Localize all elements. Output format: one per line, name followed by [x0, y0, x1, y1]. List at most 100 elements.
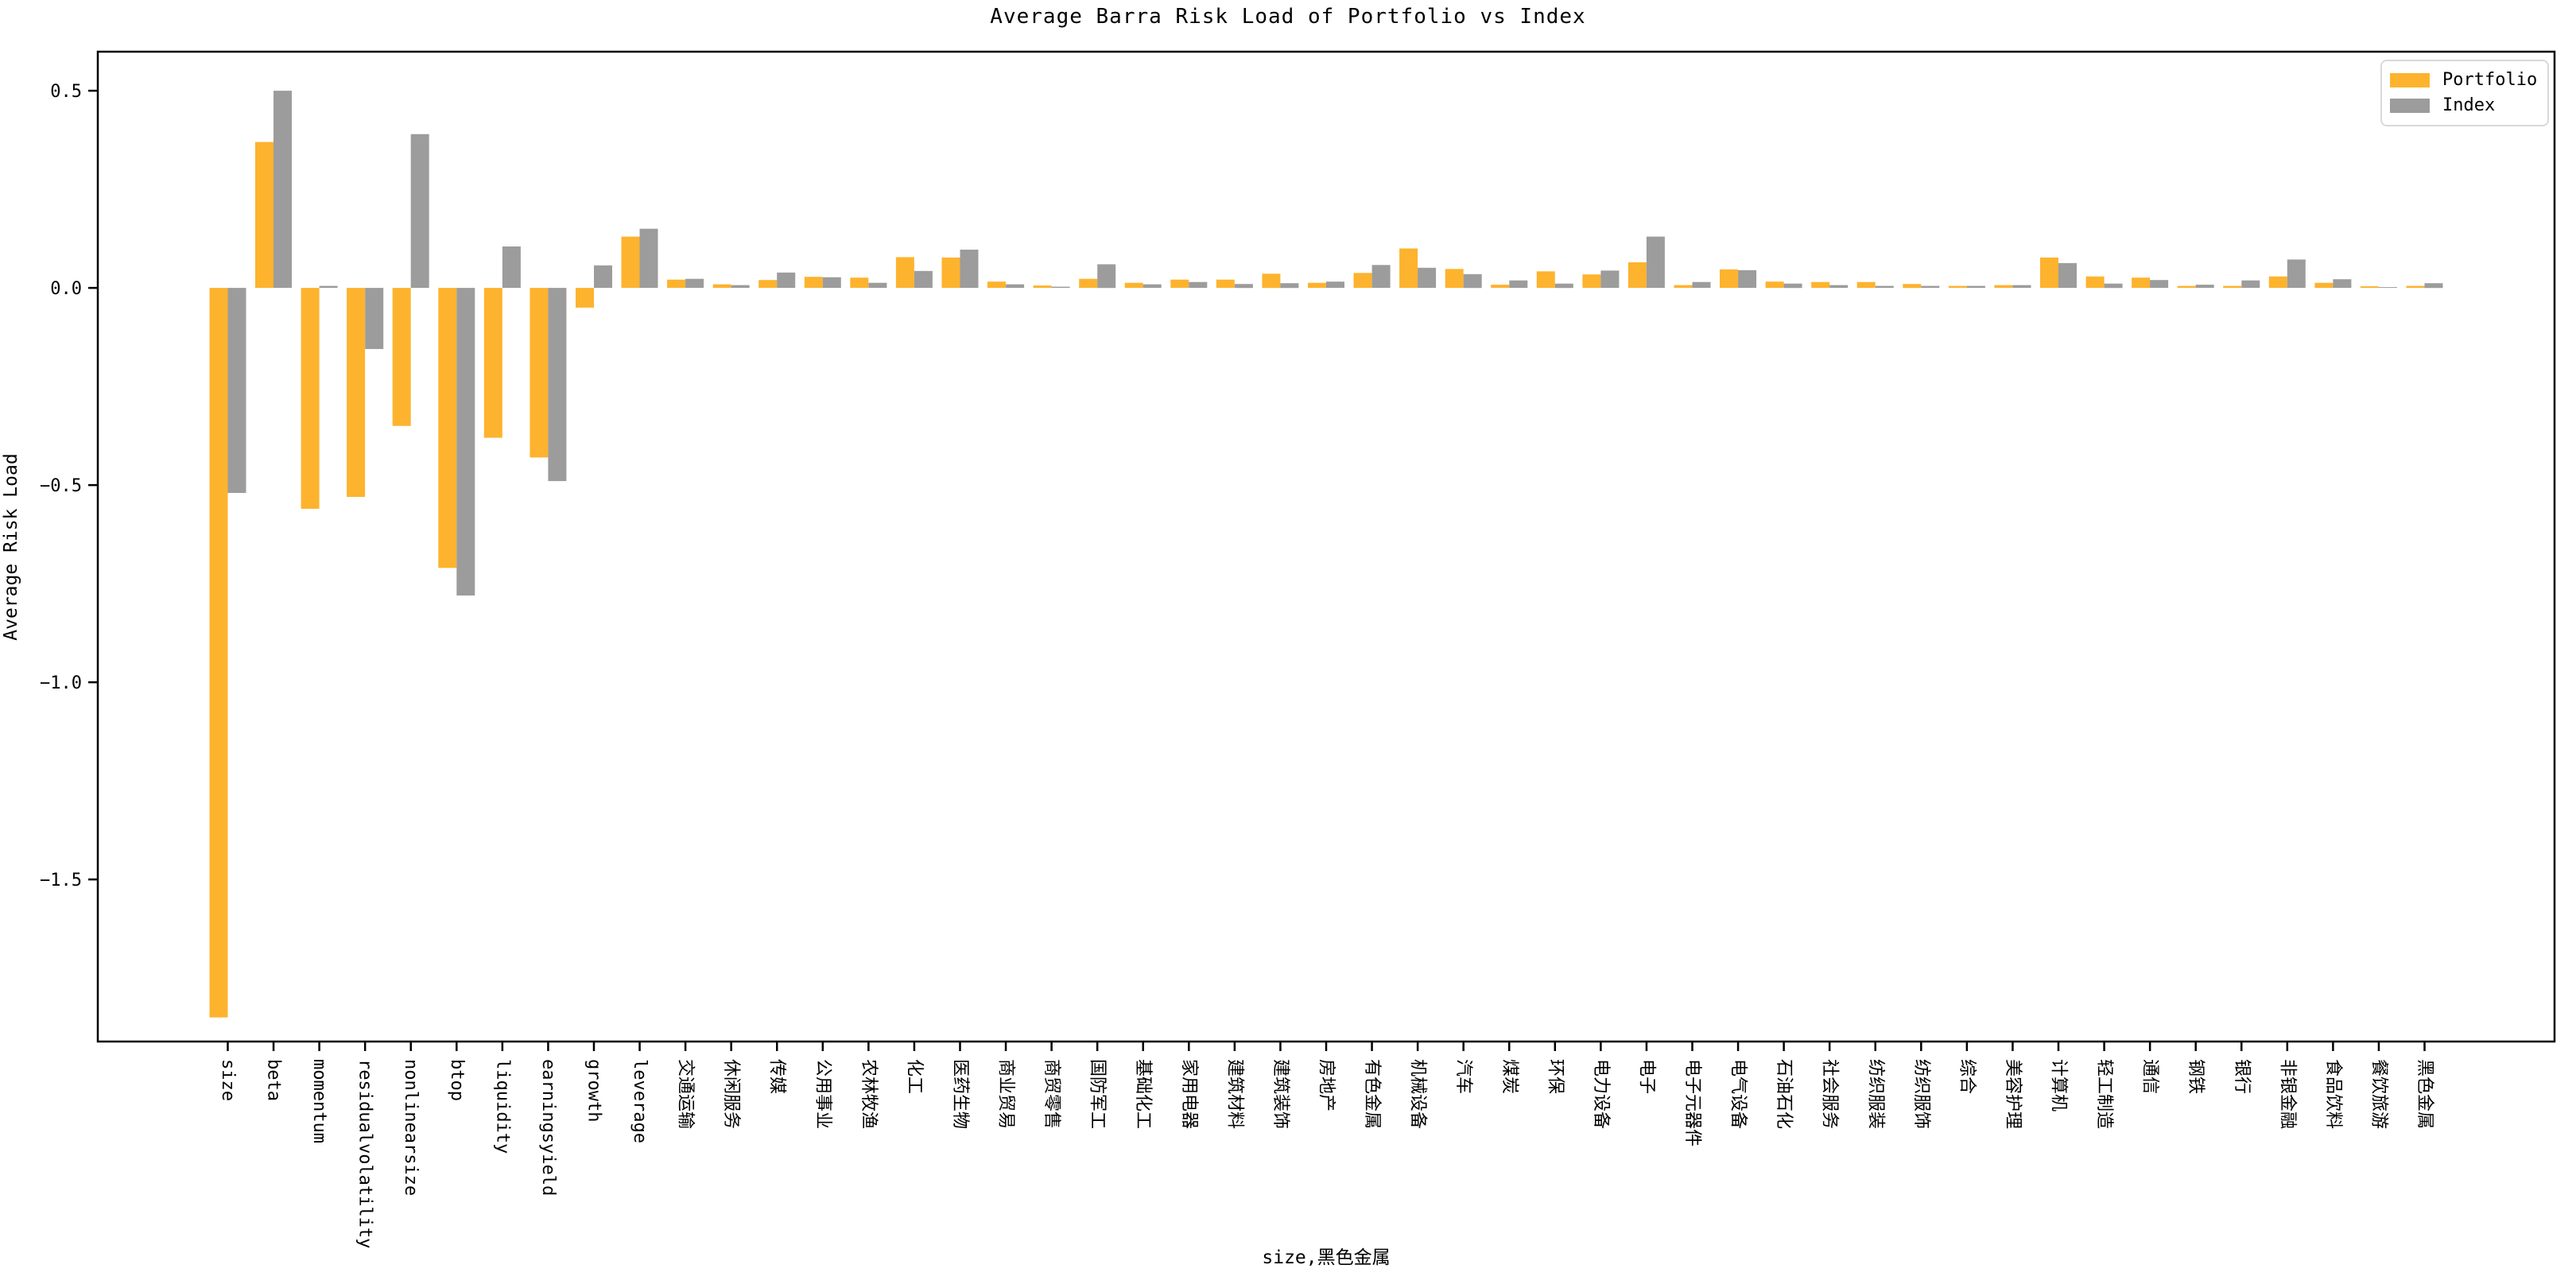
x-tick-label: 医药生物	[950, 1059, 970, 1129]
index-bar	[2333, 279, 2352, 289]
portfolio-swatch-icon	[2390, 73, 2430, 87]
x-tick-label: 商贸零售	[1042, 1059, 1061, 1129]
index-bar	[777, 272, 796, 289]
portfolio-bar	[895, 257, 914, 289]
portfolio-bar	[621, 236, 640, 289]
portfolio-bar	[2406, 285, 2425, 289]
portfolio-bar	[1399, 248, 1418, 289]
portfolio-bar	[1765, 281, 1784, 289]
chart-title: Average Barra Risk Load of Portfolio vs …	[990, 5, 1586, 29]
index-bar	[1829, 285, 1849, 289]
x-tick-label: momentum	[309, 1059, 329, 1143]
portfolio-bar	[758, 280, 778, 289]
portfolio-bar	[2223, 285, 2242, 289]
portfolio-bar	[850, 277, 869, 289]
portfolio-bar	[1811, 281, 1830, 289]
x-tick-label: 基础化工	[1133, 1059, 1153, 1129]
x-tick-label: size	[218, 1059, 238, 1101]
x-tick-label: 食品饮料	[2323, 1059, 2343, 1129]
y-tick-label: 0.5	[50, 82, 82, 102]
portfolio-bar	[255, 142, 274, 289]
index-bar	[1463, 274, 1482, 289]
index-bar	[2379, 287, 2397, 289]
index-bar	[502, 246, 521, 289]
index-bar	[2150, 280, 2169, 289]
x-tick-label: 非银金融	[2277, 1059, 2297, 1129]
index-swatch-icon	[2390, 99, 2430, 113]
index-bar	[2241, 280, 2260, 289]
portfolio-bar	[1674, 285, 1693, 289]
portfolio-bar	[1994, 285, 2013, 289]
portfolio-bar	[438, 288, 457, 568]
portfolio-bar	[1308, 282, 1326, 289]
index-bar	[594, 265, 612, 289]
y-tick-label: −0.5	[40, 476, 82, 496]
portfolio-bar	[2268, 276, 2287, 289]
x-tick-label: 钢铁	[2186, 1059, 2206, 1094]
x-tick-label: 纺织服饰	[1911, 1059, 1931, 1129]
index-bar	[1006, 284, 1025, 289]
index-bar	[1738, 270, 1757, 289]
index-bar	[1875, 285, 1894, 289]
index-bar	[1280, 283, 1299, 289]
x-tick-label: btop	[447, 1059, 467, 1101]
x-tick-label: 机械设备	[1408, 1059, 1428, 1129]
portfolio-bar	[2177, 285, 2196, 289]
index-bar	[2424, 283, 2443, 289]
portfolio-bar	[1627, 262, 1647, 289]
index-bar	[868, 282, 887, 289]
index-bar	[2058, 262, 2077, 289]
x-tick-label: 轻工制造	[2094, 1059, 2114, 1129]
index-bar	[410, 134, 429, 289]
x-tick-label: 传媒	[767, 1059, 787, 1094]
portfolio-bar	[1903, 284, 1922, 289]
portfolio-bar	[941, 257, 960, 289]
x-tick-label: earningsyield	[538, 1059, 558, 1196]
x-tick-label: 石油石化	[1774, 1059, 1794, 1129]
portfolio-bar	[1720, 269, 1738, 289]
index-bar	[639, 228, 658, 289]
index-bar	[365, 288, 384, 349]
index-bar	[1326, 281, 1344, 289]
portfolio-bar	[1262, 274, 1281, 289]
index-bar	[914, 270, 933, 289]
x-tick-label: 交通运输	[676, 1059, 696, 1129]
index-bar	[1554, 283, 1573, 289]
index-bar	[1189, 281, 1208, 289]
x-tick-label: 黑色金属	[2415, 1059, 2434, 1129]
x-tick-label: 房地产	[1317, 1059, 1336, 1111]
x-tick-label: 建筑装饰	[1271, 1059, 1290, 1129]
portfolio-bar	[1033, 285, 1052, 289]
legend-label-portfolio: Portfolio	[2442, 70, 2538, 90]
legend-label-index: Index	[2442, 95, 2496, 115]
index-bar	[1051, 286, 1070, 289]
x-tick-label: 电子元器件	[1682, 1059, 1702, 1146]
index-bar	[1600, 270, 1620, 289]
x-tick-label: 电子	[1636, 1059, 1656, 1094]
x-tick-label: 休闲服务	[721, 1059, 741, 1129]
x-tick-label: 公用事业	[813, 1059, 832, 1129]
x-tick-label: 电气设备	[1728, 1059, 1748, 1129]
legend: Portfolio Index	[2380, 60, 2549, 126]
portfolio-bar	[804, 277, 823, 289]
x-tick-label: 社会服务	[1820, 1059, 1840, 1129]
index-bar	[2104, 283, 2123, 289]
x-tick-label: 汽车	[1453, 1059, 1473, 1094]
index-bar	[1371, 265, 1391, 289]
portfolio-bar	[483, 288, 502, 438]
index-bar	[1783, 283, 1802, 289]
x-tick-label: 有色金属	[1362, 1059, 1382, 1129]
index-bar	[960, 250, 979, 289]
x-tick-label: 美容护理	[2003, 1059, 2023, 1129]
x-tick-label: 家用电器	[1179, 1059, 1199, 1129]
portfolio-bar	[712, 284, 731, 289]
x-tick-label: 商业贸易	[996, 1059, 1016, 1129]
x-tick-label: 煤炭	[1499, 1059, 1519, 1094]
index-bar	[1966, 285, 1985, 289]
portfolio-bar	[1582, 274, 1601, 289]
portfolio-bar	[1536, 271, 1555, 289]
x-tick-label: nonlinearsize	[401, 1059, 421, 1196]
index-bar	[319, 285, 338, 289]
